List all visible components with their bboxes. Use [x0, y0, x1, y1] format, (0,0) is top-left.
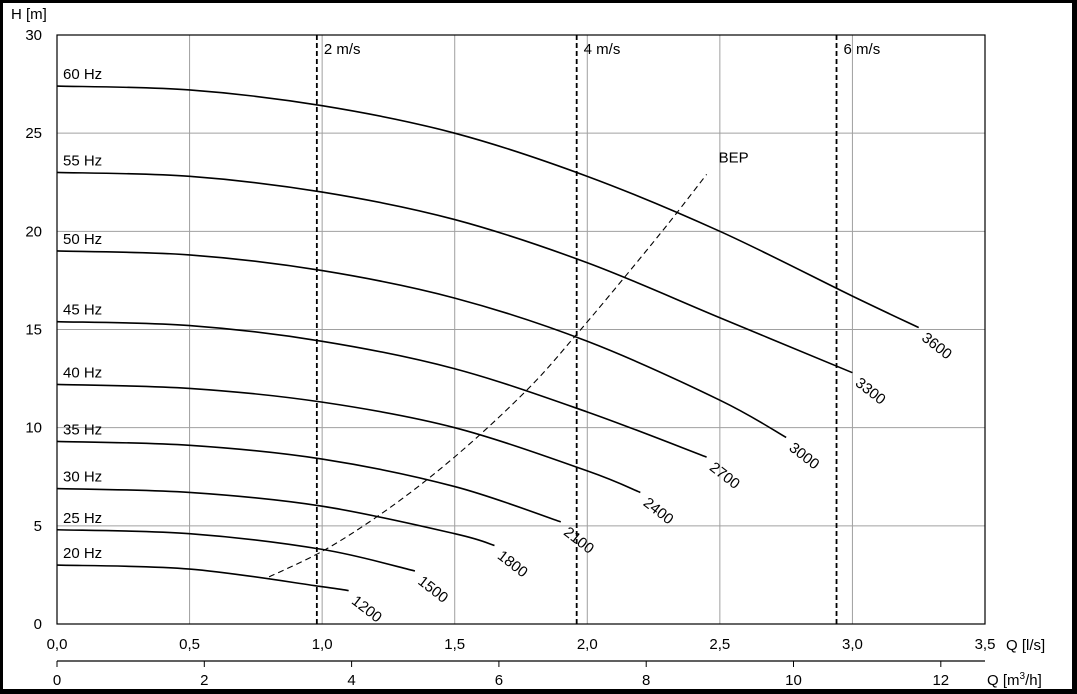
velocity-label: 6 m/s [844, 41, 881, 58]
bep-label: BEP [719, 149, 749, 166]
series-rpm-label: 2100 [560, 524, 597, 558]
x2-tick-label: 4 [347, 672, 355, 689]
y-axis-label: H [m] [11, 6, 47, 23]
x-tick-label: 1,5 [444, 636, 465, 653]
series-name-label: 20 Hz [63, 545, 102, 562]
series-curve [56, 564, 349, 592]
series-rpm-label: 2400 [640, 494, 677, 528]
x2-tick-label: 2 [200, 672, 208, 689]
x-tick-label: 3,0 [842, 636, 863, 653]
bep-curve [268, 174, 708, 578]
series-curve [56, 171, 853, 374]
y-tick-label: 20 [25, 223, 42, 240]
x-tick-label: 0,0 [47, 636, 68, 653]
series-name-label: 60 Hz [63, 66, 102, 83]
series-rpm-label: 3300 [852, 374, 889, 408]
x2-tick-label: 10 [785, 672, 802, 689]
x-tick-label: 2,0 [577, 636, 598, 653]
velocity-label: 2 m/s [324, 41, 361, 58]
series-curve [56, 85, 920, 329]
x-tick-label: 1,0 [312, 636, 333, 653]
x2-axis-label: Q [m3/h] [987, 671, 1042, 689]
series-curve [56, 250, 787, 439]
series-rpm-label: 1500 [414, 573, 451, 607]
chart-frame: 2 m/s 4 m/s 6 m/s 20 Hz 1200 25 Hz 1500 30 Hz 1… [3, 3, 1072, 689]
y-tick-label: 10 [25, 420, 42, 437]
x-tick-label: 0,5 [179, 636, 200, 653]
x2-tick-label: 12 [932, 672, 949, 689]
series-name-label: 40 Hz [63, 364, 102, 381]
plot-border [56, 34, 986, 625]
x-axis-label: Q [l/s] [1006, 637, 1045, 654]
series-rpm-label: 2700 [706, 459, 743, 493]
series-curve [56, 487, 495, 547]
series-curve [56, 528, 416, 572]
series-curve [56, 320, 707, 458]
series-name-label: 55 Hz [63, 152, 102, 169]
y-tick-label: 30 [25, 27, 42, 44]
y-tick-label: 0 [34, 616, 42, 633]
series-name-label: 50 Hz [63, 231, 102, 248]
y-tick-label: 15 [25, 322, 42, 339]
series-curve [56, 383, 641, 494]
series-rpm-label: 1800 [494, 547, 531, 581]
velocity-label: 4 m/s [584, 41, 621, 58]
series-rpm-label: 3600 [918, 329, 955, 363]
y-tick-label: 5 [34, 518, 42, 535]
x-tick-label: 2,5 [709, 636, 730, 653]
series-name-label: 25 Hz [63, 510, 102, 527]
x2-tick-label: 0 [53, 672, 61, 689]
series-name-label: 30 Hz [63, 469, 102, 486]
x-tick-label: 3,5 [975, 636, 996, 653]
series-rpm-label: 3000 [786, 439, 823, 473]
x2-tick-label: 6 [495, 672, 503, 689]
series-rpm-label: 1200 [348, 592, 385, 626]
series-curve [56, 440, 562, 523]
series-name-label: 35 Hz [63, 421, 102, 438]
x2-tick-label: 8 [642, 672, 650, 689]
series-name-label: 45 Hz [63, 302, 102, 319]
y-tick-label: 25 [25, 125, 42, 142]
